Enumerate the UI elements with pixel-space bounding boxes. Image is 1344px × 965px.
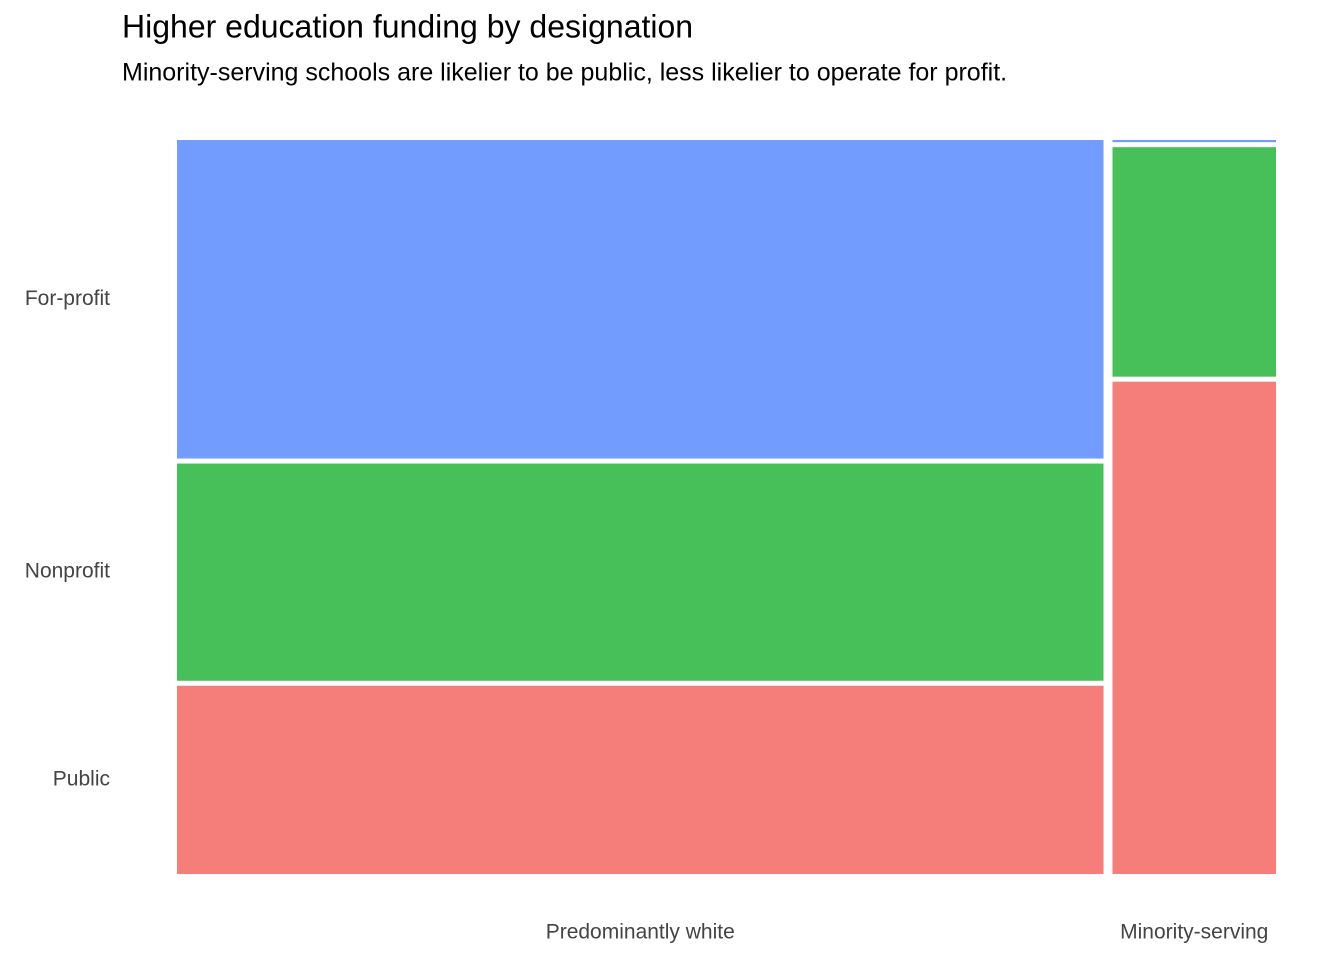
y-axis-label: Nonprofit xyxy=(25,560,110,583)
y-axis-label: For-profit xyxy=(25,287,110,310)
mosaic-tile xyxy=(177,140,1104,459)
x-axis-label: Minority-serving xyxy=(1120,921,1268,944)
x-axis-label: Predominantly white xyxy=(546,921,735,944)
mosaic-tile xyxy=(177,685,1104,874)
mosaic-tile xyxy=(1112,140,1276,143)
chart-title: Higher education funding by designation xyxy=(122,8,693,44)
y-axis-label: Public xyxy=(53,767,110,790)
mosaic-tile xyxy=(1112,381,1276,874)
mosaic-tile xyxy=(177,463,1104,681)
mosaic-tile xyxy=(1112,147,1276,377)
chart-subtitle: Minority-serving schools are likelier to… xyxy=(122,59,1007,87)
